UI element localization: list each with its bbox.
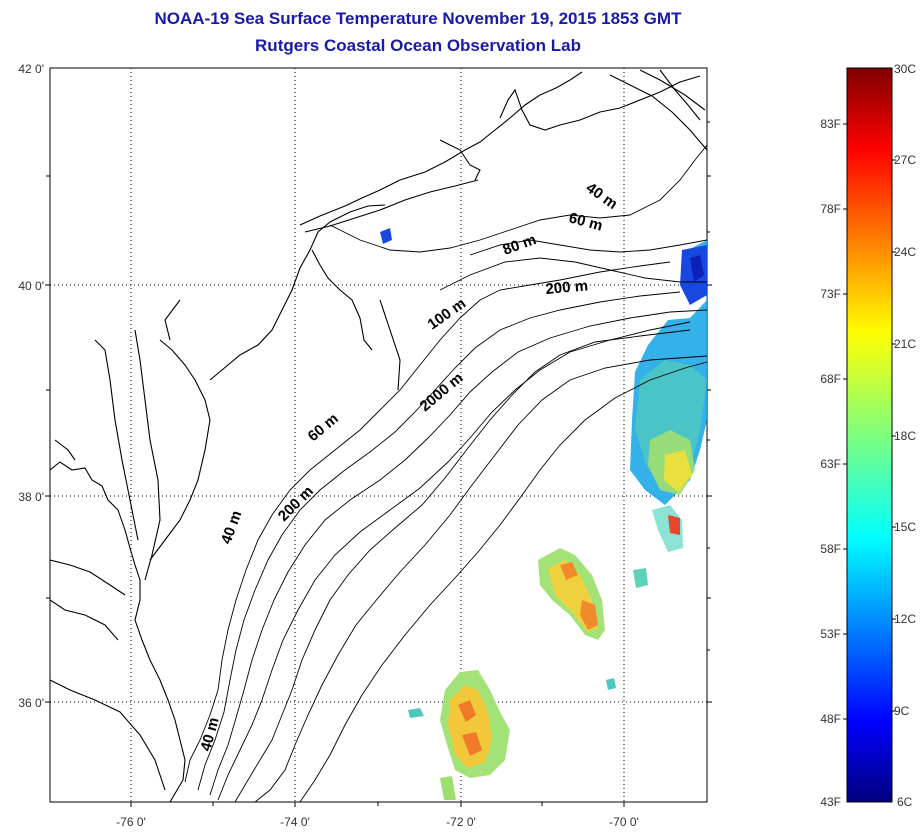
contour-label: 200 m: [545, 277, 589, 298]
map-subtitle: Rutgers Coastal Ocean Observation Lab: [255, 36, 581, 55]
colorbar-c-label: 24C: [894, 245, 916, 259]
colorbar-c-label: 12C: [894, 612, 916, 626]
colorbar-c-label: 21C: [894, 337, 916, 351]
lon-label: -70 0': [609, 815, 639, 829]
sst-speck-hudson: [380, 228, 392, 244]
sst-patch-south: [408, 670, 510, 800]
colorbar-c-label: 9C: [894, 704, 910, 718]
colorbar: 83F 78F 73F 68F 63F 58F 53F 48F 43F 30C …: [820, 62, 916, 809]
colorbar-f-label: 48F: [820, 712, 841, 726]
colorbar-f-label: 58F: [820, 542, 841, 556]
lat-label: 38 0': [18, 490, 44, 504]
lon-label: -76 0': [116, 815, 146, 829]
lat-label: 36 0': [18, 696, 44, 710]
colorbar-f-label: 43F: [820, 795, 841, 809]
colorbar-c-label: 6C: [897, 795, 913, 809]
lat-label: 40 0': [18, 279, 44, 293]
colorbar-f-label: 53F: [820, 627, 841, 641]
colorbar-c-label: 27C: [894, 153, 916, 167]
colorbar-f-label: 83F: [820, 117, 841, 131]
colorbar-f-label: 68F: [820, 372, 841, 386]
coastline: [50, 69, 707, 802]
sst-patch-central: [538, 548, 616, 690]
colorbar-f-label: 78F: [820, 202, 841, 216]
colorbar-f-label: 73F: [820, 287, 841, 301]
colorbar-c-label: 18C: [894, 429, 916, 443]
lon-label: -72 0': [446, 815, 476, 829]
lon-label: -74 0': [280, 815, 310, 829]
sst-patch-gulfstream-east: [630, 240, 707, 588]
bathymetry-contours: [184, 144, 707, 802]
lat-label: 42 0': [18, 62, 44, 76]
graticule: [50, 68, 707, 802]
axis-ticks: [45, 121, 712, 807]
map-title: NOAA-19 Sea Surface Temperature November…: [154, 9, 682, 28]
colorbar-c-label: 15C: [894, 520, 916, 534]
colorbar-c-label: 30C: [894, 62, 916, 76]
colorbar-gradient: [846, 67, 893, 803]
colorbar-f-label: 63F: [820, 457, 841, 471]
map-frame: [49, 67, 708, 803]
